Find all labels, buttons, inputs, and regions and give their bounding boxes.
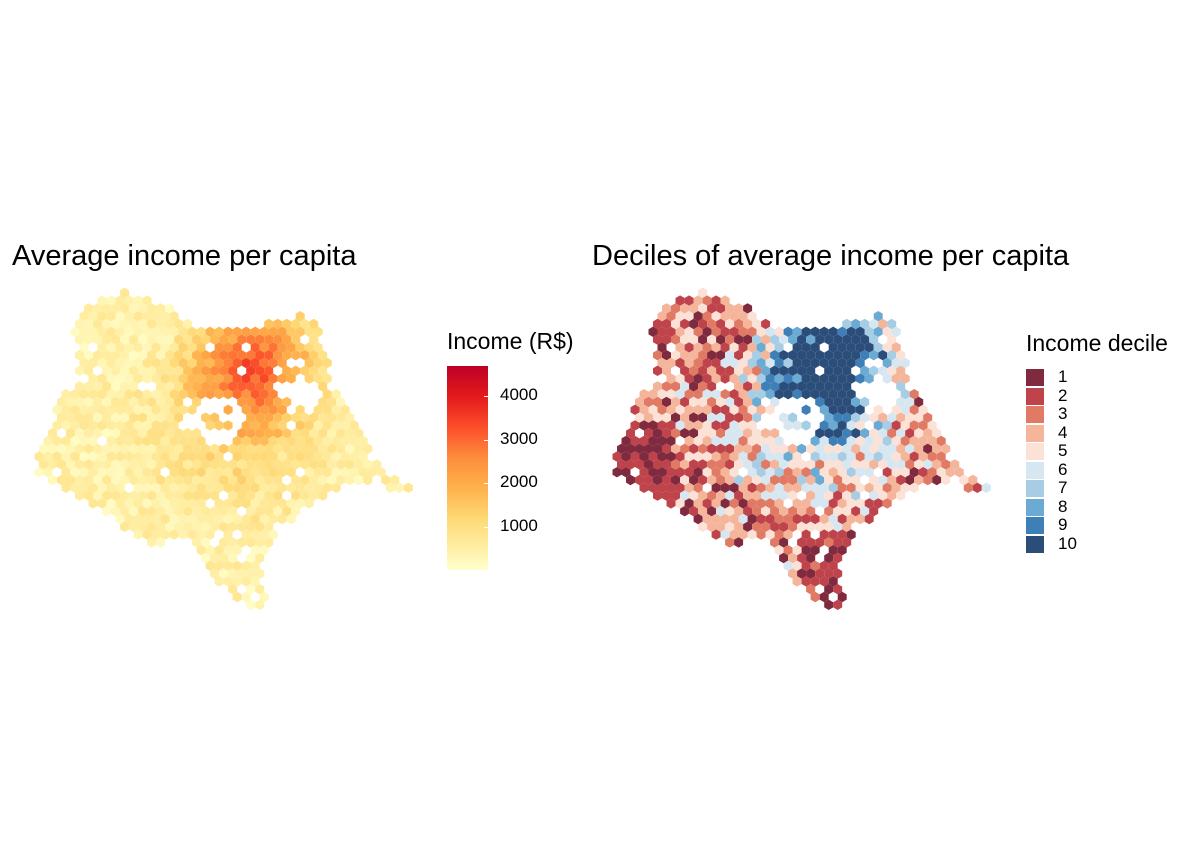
map-title-income: Average income per capita [12,240,357,272]
decile-label: 4 [1058,422,1068,442]
decile-swatch [1026,461,1044,479]
colorbar-tick-label: 2000 [500,472,538,492]
income-legend-title: Income (R$) [447,328,574,354]
decile-label: 1 [1058,367,1068,386]
decile-swatch [1026,424,1044,442]
colorbar-tick-label: 1000 [500,515,538,535]
decile-label: 7 [1058,478,1068,497]
decile-label: 10 [1058,533,1077,553]
colorbar-tick-label: 3000 [500,428,538,448]
income-hex-map [34,287,413,610]
decile-swatch [1026,480,1044,497]
decile-hex-map [612,287,991,610]
decile-swatch [1026,406,1044,423]
decile-swatch [1026,517,1044,534]
decile-swatch [1026,443,1044,460]
decile-label: 9 [1058,515,1068,534]
decile-label: 8 [1058,496,1068,516]
decile-label: 2 [1058,385,1068,405]
colorbar-tick [484,526,489,528]
decile-label: 3 [1058,404,1068,423]
decile-swatch [1026,498,1044,516]
decile-label: 5 [1058,441,1068,460]
colorbar-tick-label: 4000 [500,385,538,405]
decile-swatch [1026,387,1044,405]
colorbar-tick [484,439,489,441]
decile-swatch [1026,369,1044,386]
colorbar-tick [484,396,489,398]
decile-swatch [1026,535,1044,553]
colorbar-tick [484,483,489,485]
decile-label: 6 [1058,459,1068,479]
map-title-deciles: Deciles of average income per capita [592,240,1070,272]
decile-legend-title: Income decile [1026,330,1168,356]
income-colorbar [447,366,488,570]
